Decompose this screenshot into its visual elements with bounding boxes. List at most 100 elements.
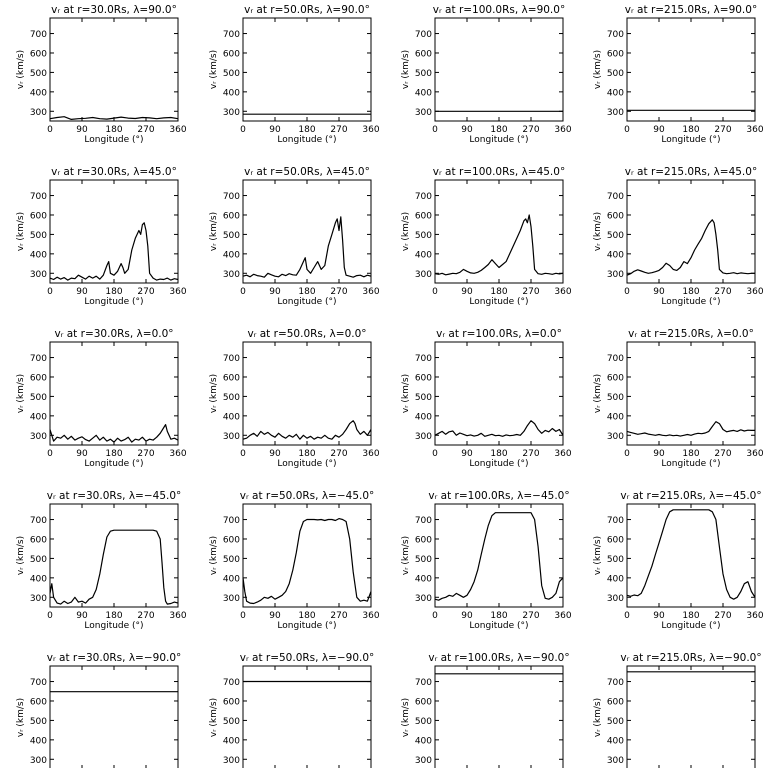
plot-frame — [626, 17, 756, 122]
x-tick-label: 180 — [105, 125, 122, 135]
y-tick-label: 300 — [30, 270, 47, 280]
y-axis-label: vᵣ (km/s) — [16, 50, 26, 89]
plot-frame — [242, 341, 372, 446]
panel-title: vᵣ at r=30.0Rs, λ=−90.0° — [47, 652, 182, 664]
y-tick-label: 700 — [415, 678, 432, 688]
panel-title: vᵣ at r=50.0Rs, λ=45.0° — [244, 166, 370, 178]
panel-title: vᵣ at r=50.0Rs, λ=0.0° — [247, 328, 366, 340]
x-tick-label: 360 — [746, 611, 763, 621]
x-tick-label: 360 — [554, 449, 571, 459]
plot-frame — [434, 341, 564, 446]
panel-6: vᵣ at r=100.0Rs, λ=45.0° 300 400 500 600 700 0… — [401, 166, 572, 307]
x-axis-label: Longitude (°) — [277, 459, 336, 469]
y-tick-label: 300 — [30, 108, 47, 118]
y-tick-label: 600 — [415, 697, 432, 707]
y-tick-label: 600 — [415, 535, 432, 545]
x-tick-label: 180 — [298, 287, 315, 297]
y-tick-label: 400 — [607, 88, 624, 98]
y-tick-label: 700 — [223, 192, 240, 202]
panel-17: vᵣ at r=50.0Rs, λ=−90.0°3004005006007000… — [209, 652, 375, 768]
y-tick-label: 700 — [415, 354, 432, 364]
y-tick-label: 700 — [415, 192, 432, 202]
x-tick-label: 270 — [330, 449, 347, 459]
x-tick-label: 270 — [714, 611, 731, 621]
x-axis-label: Longitude (°) — [469, 621, 528, 631]
x-tick-label: 0 — [240, 125, 246, 135]
y-tick-label: 400 — [607, 574, 624, 584]
y-tick-label: 500 — [415, 393, 432, 403]
panel-14: vᵣ at r=100.0Rs, λ=−45.0° 300 400 500 600 700… — [401, 490, 572, 631]
y-tick-label: 700 — [223, 354, 240, 364]
y-axis-label: vᵣ (km/s) — [209, 50, 219, 89]
y-axis-label: vᵣ (km/s) — [209, 536, 219, 575]
y-tick-label: 300 — [223, 108, 240, 118]
panel-11: vᵣ at r=215.0Rs, λ=0.0° 300 400 500 600 700 0 9… — [593, 328, 764, 469]
x-tick-label: 270 — [714, 449, 731, 459]
x-axis-label: Longitude (°) — [84, 135, 143, 145]
x-tick-label: 90 — [269, 125, 281, 135]
panel-title: vᵣ at r=30.0Rs, λ=−45.0° — [47, 490, 182, 502]
y-tick-label: 300 — [223, 432, 240, 442]
panel-8: vᵣ at r=30.0Rs, λ=0.0° 300 400 500 600 700 0 90… — [16, 328, 187, 469]
y-tick-label: 500 — [415, 69, 432, 79]
x-tick-label: 360 — [554, 287, 571, 297]
x-tick-label: 0 — [47, 287, 53, 297]
y-tick-label: 700 — [415, 30, 432, 40]
panel-title: vᵣ at r=50.0Rs, λ=90.0° — [244, 4, 370, 16]
y-tick-label: 500 — [223, 231, 240, 241]
x-tick-label: 0 — [624, 449, 630, 459]
x-tick-label: 180 — [298, 125, 315, 135]
plot-frame — [626, 179, 756, 284]
y-tick-label: 700 — [607, 30, 624, 40]
panel-title: vᵣ at r=50.0Rs, λ=−90.0° — [240, 652, 375, 664]
panel-9: vᵣ at r=50.0Rs, λ=0.0° 300 400 500 600 700 0 90… — [209, 328, 380, 469]
y-axis-label: vᵣ (km/s) — [593, 212, 603, 251]
x-axis-label: Longitude (°) — [469, 135, 528, 145]
y-tick-label: 600 — [223, 211, 240, 221]
x-tick-label: 270 — [137, 611, 154, 621]
y-tick-label: 500 — [607, 69, 624, 79]
y-tick-label: 300 — [607, 432, 624, 442]
y-axis-label: vᵣ (km/s) — [209, 212, 219, 251]
series-line — [242, 517, 372, 605]
y-tick-label: 600 — [30, 535, 47, 545]
plot-frame — [49, 503, 179, 608]
y-tick-label: 500 — [607, 717, 624, 727]
y-tick-label: 500 — [223, 393, 240, 403]
x-tick-label: 180 — [105, 611, 122, 621]
x-tick-label: 360 — [554, 125, 571, 135]
y-tick-label: 600 — [607, 373, 624, 383]
x-tick-label: 270 — [330, 287, 347, 297]
x-tick-label: 180 — [298, 611, 315, 621]
plot-frame — [49, 17, 179, 122]
panel-title: vᵣ at r=215.0Rs, λ=−45.0° — [620, 490, 761, 502]
x-tick-label: 270 — [330, 125, 347, 135]
x-axis-label: Longitude (°) — [469, 459, 528, 469]
x-tick-label: 0 — [432, 125, 438, 135]
x-tick-label: 90 — [461, 611, 473, 621]
y-tick-label: 500 — [607, 393, 624, 403]
panel-title: vᵣ at r=215.0Rs, λ=90.0° — [625, 4, 757, 16]
y-tick-label: 500 — [30, 69, 47, 79]
y-axis-label: vᵣ (km/s) — [16, 212, 26, 251]
y-tick-label: 300 — [607, 108, 624, 118]
panel-title: vᵣ at r=30.0Rs, λ=45.0° — [51, 166, 177, 178]
x-tick-label: 270 — [522, 449, 539, 459]
y-tick-label: 400 — [415, 250, 432, 260]
series-line — [242, 420, 372, 440]
x-tick-label: 0 — [240, 611, 246, 621]
x-tick-label: 90 — [461, 287, 473, 297]
x-axis-label: Longitude (°) — [469, 297, 528, 307]
x-tick-label: 360 — [169, 611, 186, 621]
x-tick-label: 270 — [522, 611, 539, 621]
x-tick-label: 180 — [682, 449, 699, 459]
y-tick-label: 400 — [30, 88, 47, 98]
series-line — [49, 116, 179, 121]
y-tick-label: 300 — [223, 756, 240, 766]
panel-title: vᵣ at r=215.0Rs, λ=−90.0° — [620, 652, 761, 664]
x-tick-label: 270 — [714, 125, 731, 135]
x-tick-label: 360 — [169, 449, 186, 459]
x-tick-label: 180 — [490, 611, 507, 621]
x-tick-label: 180 — [298, 449, 315, 459]
y-axis-label: vᵣ (km/s) — [401, 698, 411, 737]
